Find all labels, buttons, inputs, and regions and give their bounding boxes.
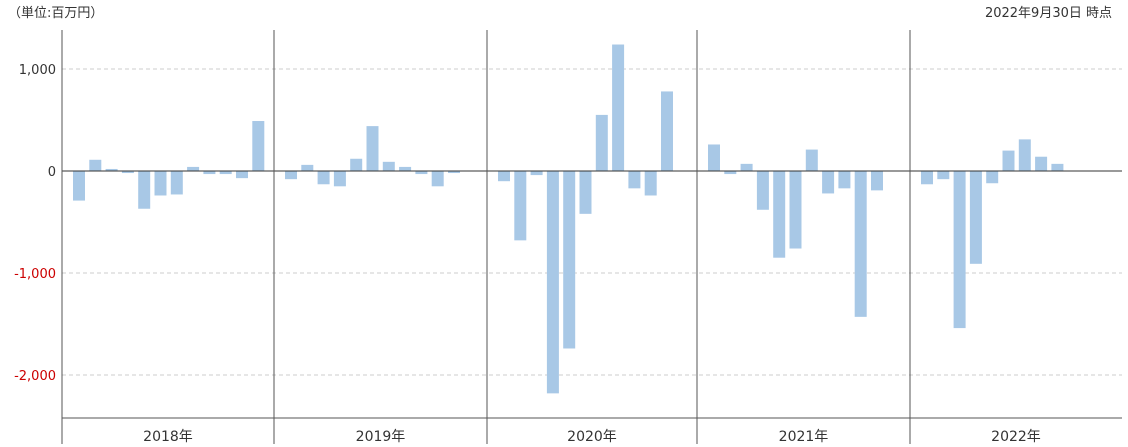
bar	[530, 171, 543, 176]
bar	[366, 126, 379, 171]
bar	[170, 171, 183, 195]
bar	[317, 171, 330, 185]
bar	[986, 171, 999, 184]
bar	[969, 171, 982, 264]
bar	[953, 171, 966, 329]
bar	[121, 171, 134, 174]
x-category-label: 2021年	[779, 429, 829, 445]
bar	[73, 171, 85, 201]
bar	[724, 171, 737, 175]
x-category-label: 2018年	[143, 429, 193, 445]
unit-label: （単位:百万円）	[8, 6, 104, 21]
bar	[105, 168, 118, 171]
bar	[805, 149, 818, 171]
bar	[236, 171, 248, 179]
bar	[1051, 163, 1064, 171]
bar	[871, 171, 883, 191]
x-category-label: 2020年	[567, 429, 617, 445]
bar	[415, 171, 428, 175]
bar	[628, 171, 641, 189]
bar	[838, 171, 851, 189]
bar	[1035, 156, 1048, 171]
x-category-label: 2019年	[356, 429, 406, 445]
bar	[399, 166, 412, 171]
bar	[661, 91, 673, 171]
bar	[595, 114, 608, 171]
y-tick-label: 0	[48, 165, 56, 180]
bar	[333, 171, 346, 187]
bar	[498, 171, 510, 182]
x-category-label: 2022年	[991, 429, 1041, 445]
y-tick-label: 1,000	[19, 63, 56, 78]
bar	[187, 166, 200, 171]
bar	[514, 171, 527, 241]
bar	[546, 171, 559, 394]
bar	[756, 171, 769, 210]
bar	[773, 171, 786, 258]
bar	[644, 171, 657, 196]
bar	[252, 121, 265, 171]
bar	[854, 171, 867, 317]
bar	[89, 159, 102, 171]
bar	[382, 161, 395, 171]
bar	[431, 171, 444, 187]
bar	[285, 171, 297, 180]
y-tick-label: -1,000	[14, 267, 56, 282]
y-tick-label: -2,000	[14, 369, 56, 384]
bar	[822, 171, 835, 194]
bar	[921, 171, 933, 185]
bar	[301, 164, 314, 171]
bar	[579, 171, 592, 214]
bar	[563, 171, 576, 349]
as-of-date: 2022年9月30日 時点	[984, 6, 1112, 21]
bar	[1018, 139, 1031, 171]
bar	[708, 144, 720, 171]
bar	[203, 171, 216, 175]
bar	[612, 44, 625, 171]
bar	[350, 158, 363, 171]
bar	[448, 171, 460, 174]
bar	[937, 171, 950, 180]
bar	[740, 163, 753, 171]
bar	[789, 171, 802, 249]
bar	[138, 171, 151, 209]
bar	[154, 171, 167, 196]
bar	[219, 171, 232, 175]
bar	[1002, 150, 1015, 171]
